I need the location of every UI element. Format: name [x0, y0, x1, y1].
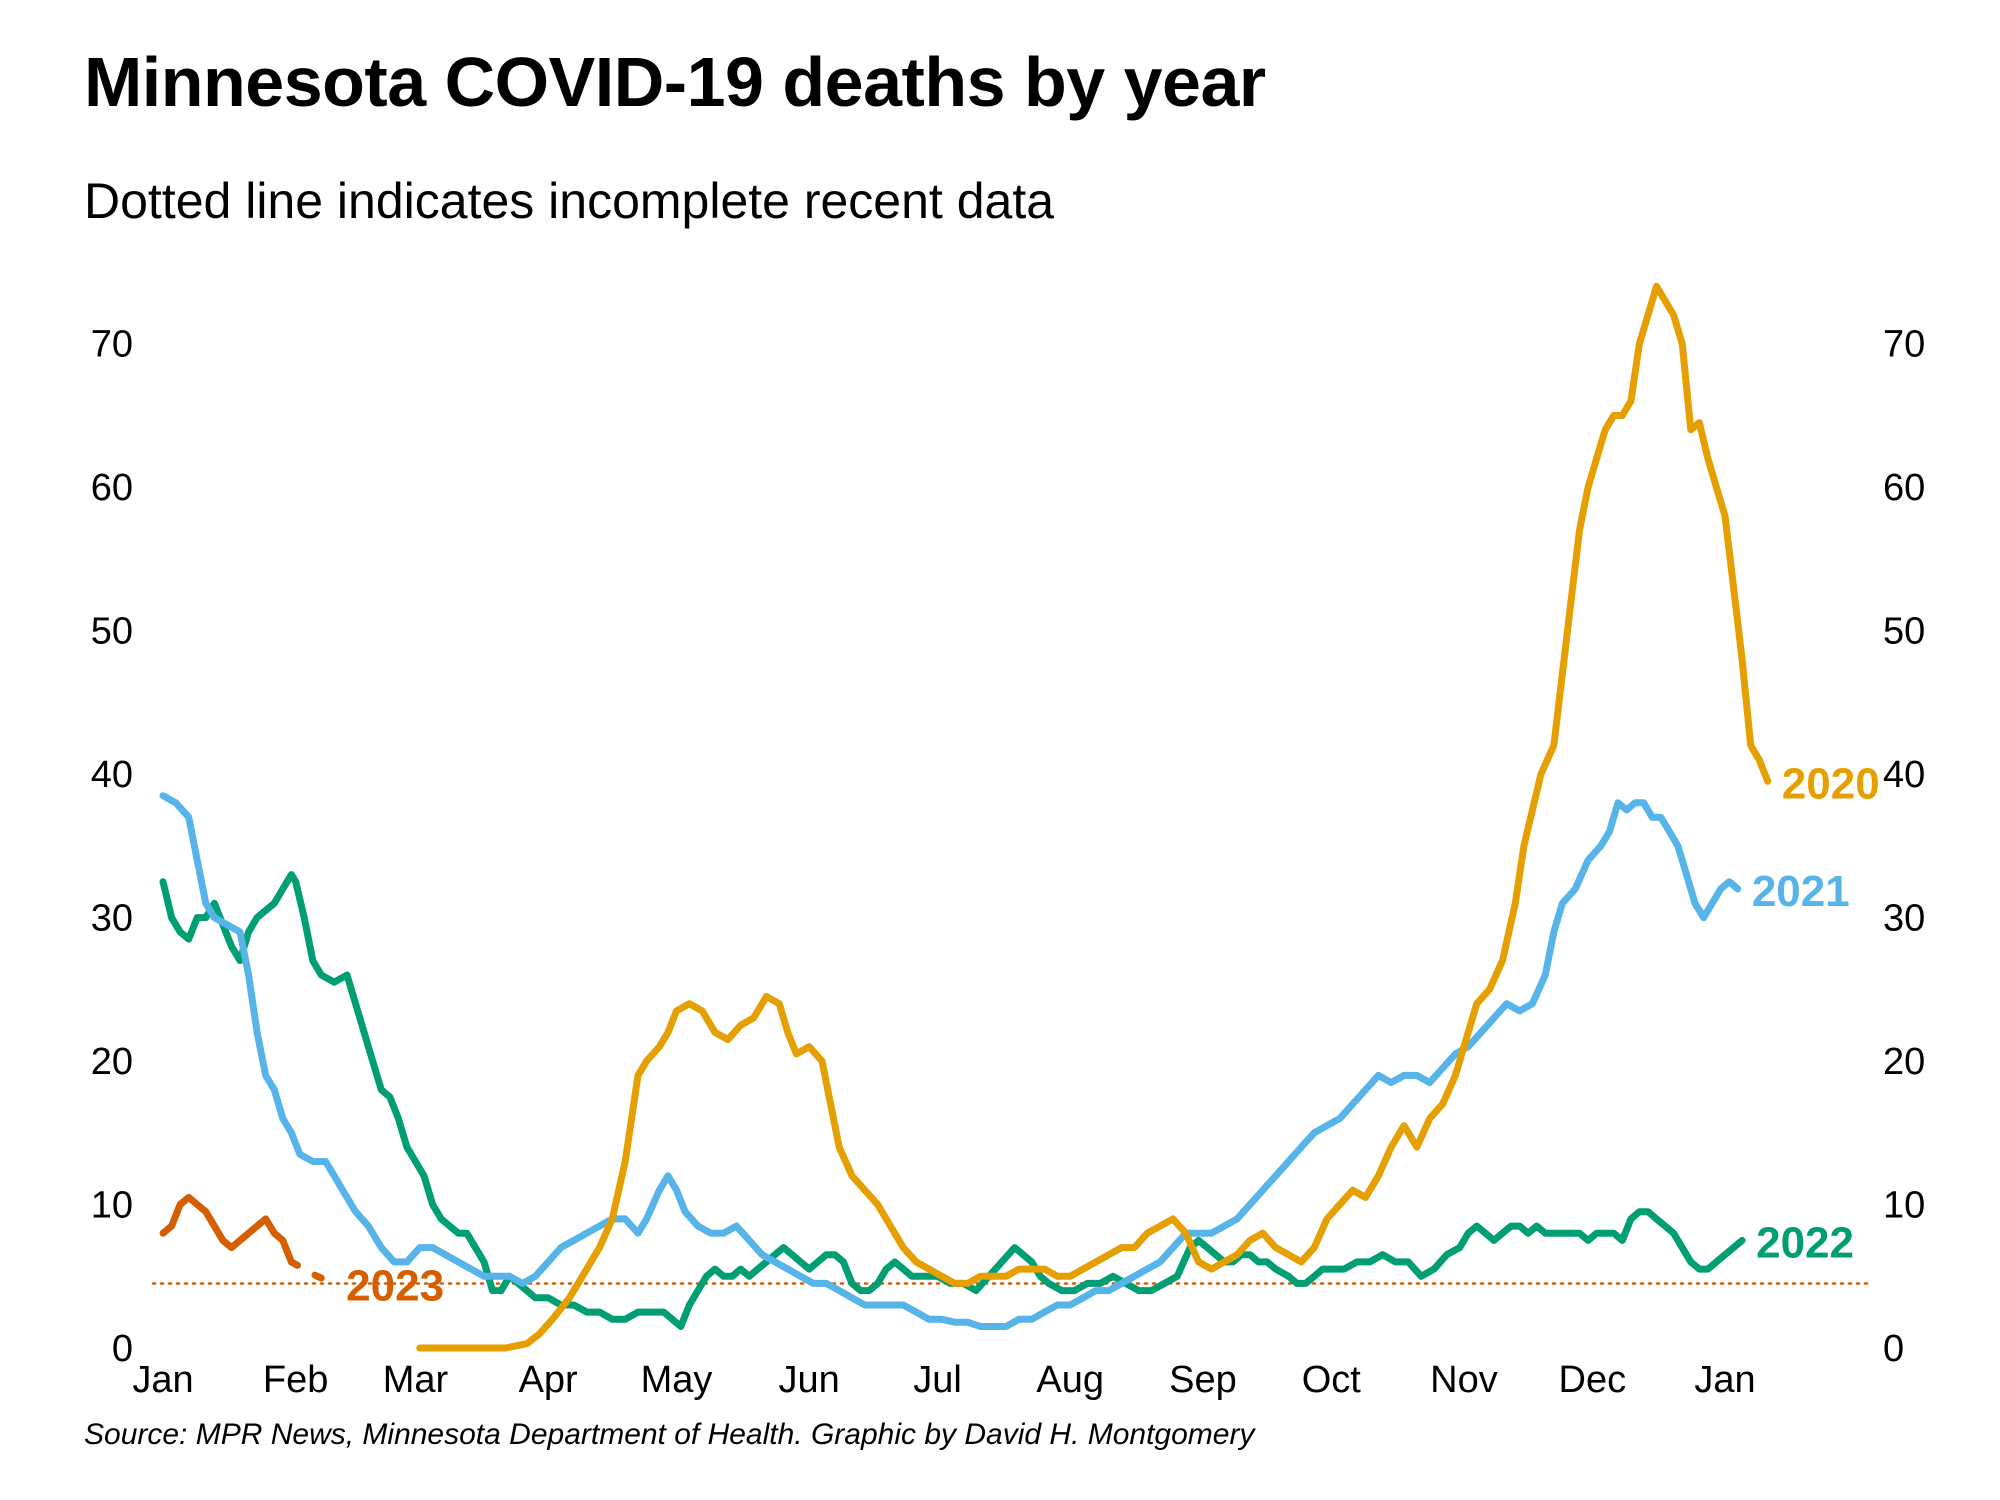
- y-tick-label-right: 50: [1883, 611, 1925, 653]
- y-tick-label-left: 10: [91, 1185, 133, 1227]
- x-axis: Jan Feb Mar Apr May Jun Jul Aug Sep Oct Nov Dec Jan: [132, 1359, 1755, 1401]
- y-tick-label-right: 10: [1883, 1185, 1925, 1227]
- y-tick-label-left: 70: [91, 324, 133, 366]
- series-label-2022: 2022: [1756, 1218, 1854, 1267]
- x-tick-label: Jul: [913, 1359, 962, 1401]
- series-labels: 2020 2021 2022 2023: [346, 759, 1880, 1310]
- y-tick-label-right: 60: [1883, 467, 1925, 509]
- series-label-2021: 2021: [1752, 867, 1850, 916]
- y-tick-label-left: 20: [91, 1041, 133, 1083]
- series-line-2021: [159, 792, 1742, 1330]
- series-line-2023-incomplete: [287, 1258, 338, 1287]
- y-axis-left: 0 10 20 30 40 50 60 70: [91, 324, 133, 1370]
- y-tick-label-left: 60: [91, 467, 133, 509]
- x-tick-label: Dec: [1559, 1359, 1627, 1401]
- series-label-2020: 2020: [1782, 759, 1880, 808]
- chart-title: Minnesota COVID-19 deaths by year: [84, 43, 1266, 121]
- y-tick-label-right: 20: [1883, 1041, 1925, 1083]
- x-tick-label: Nov: [1430, 1359, 1498, 1401]
- series-lines: [159, 282, 1772, 1352]
- y-axis-right: 0 10 20 30 40 50 60 70: [1883, 324, 1925, 1370]
- x-tick-label: Sep: [1169, 1359, 1237, 1401]
- y-tick-label-right: 40: [1883, 754, 1925, 796]
- y-tick-label-left: 50: [91, 611, 133, 653]
- y-tick-label-left: 30: [91, 898, 133, 940]
- series-line-2022: [159, 871, 1746, 1330]
- source-note: Source: MPR News, Minnesota Department o…: [84, 1418, 1255, 1451]
- x-tick-label: Oct: [1302, 1359, 1362, 1401]
- y-tick-label-left: 40: [91, 754, 133, 796]
- x-tick-label: May: [641, 1359, 713, 1401]
- series-label-2023: 2023: [346, 1261, 444, 1310]
- x-tick-label: Jan: [1694, 1359, 1755, 1401]
- y-tick-label-right: 0: [1883, 1328, 1904, 1370]
- series-line-2020: [416, 282, 1772, 1352]
- y-tick-label-right: 70: [1883, 324, 1925, 366]
- x-tick-label: Apr: [519, 1359, 578, 1401]
- y-tick-label-right: 30: [1883, 898, 1925, 940]
- x-tick-label: Mar: [383, 1359, 449, 1401]
- x-tick-label: Jan: [132, 1359, 193, 1401]
- x-tick-label: Jun: [779, 1359, 840, 1401]
- chart-subtitle: Dotted line indicates incomplete recent …: [84, 173, 1055, 229]
- y-tick-label-left: 0: [112, 1328, 133, 1370]
- x-tick-label: Feb: [263, 1359, 328, 1401]
- x-tick-label: Aug: [1036, 1359, 1104, 1401]
- series-line-2023: [159, 1193, 295, 1266]
